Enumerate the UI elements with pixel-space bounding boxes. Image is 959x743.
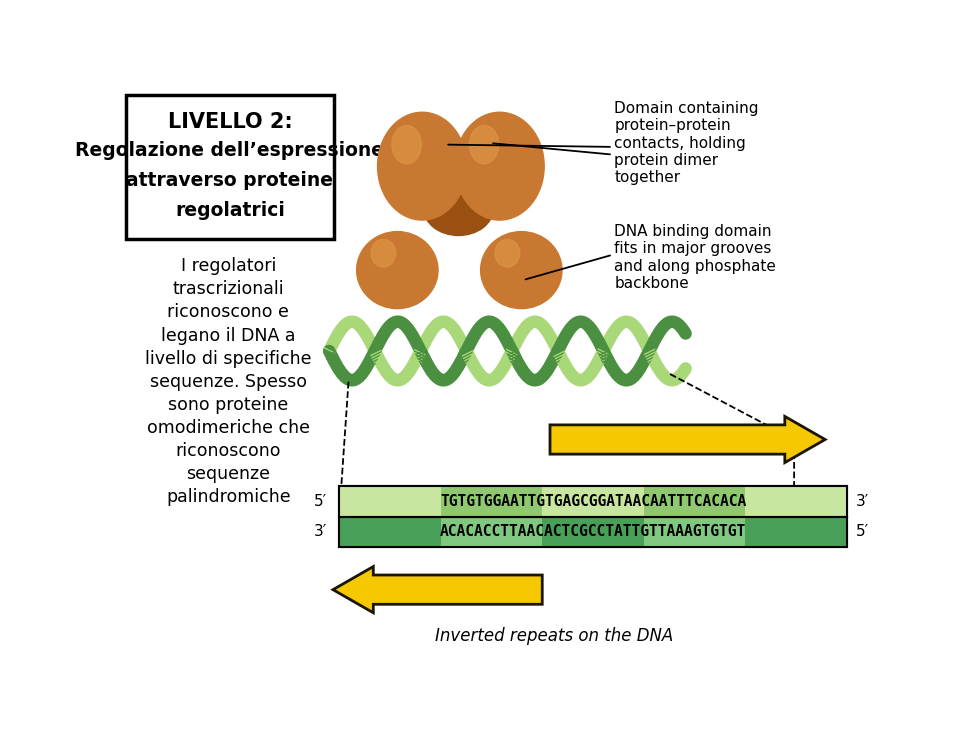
Bar (339, 486, 847, 516)
Text: omodimeriche che: omodimeriche che (147, 419, 310, 437)
Text: 5′: 5′ (314, 493, 327, 509)
Ellipse shape (456, 112, 544, 220)
Ellipse shape (495, 239, 520, 267)
Text: DNA binding domain
fits in major grooves
and along phosphate
backbone: DNA binding domain fits in major grooves… (615, 224, 776, 291)
Text: trascrizionali: trascrizionali (173, 280, 284, 299)
Text: Inverted repeats on the DNA: Inverted repeats on the DNA (434, 627, 673, 645)
Bar (643, 486, 745, 516)
Text: LIVELLO 2:: LIVELLO 2: (168, 111, 292, 132)
Bar (339, 486, 441, 516)
Ellipse shape (392, 126, 421, 164)
Text: riconoscono: riconoscono (175, 442, 281, 460)
Text: 3′: 3′ (856, 493, 870, 509)
Bar (339, 486, 847, 516)
Text: attraverso proteine: attraverso proteine (127, 171, 334, 189)
Ellipse shape (371, 239, 396, 267)
Text: Regolazione dell’espressione: Regolazione dell’espressione (76, 141, 385, 160)
Ellipse shape (424, 181, 494, 236)
Ellipse shape (469, 126, 499, 164)
Text: ACACACCTTAACACTCGCCTATTGTTAAAGTGTGT: ACACACCTTAACACTCGCCTATTGTTAAAGTGTGT (440, 525, 746, 539)
Text: riconoscono e: riconoscono e (168, 303, 290, 322)
FancyArrow shape (550, 416, 825, 463)
Ellipse shape (357, 232, 438, 308)
Bar (643, 516, 745, 548)
Bar (745, 486, 847, 516)
Text: 3′: 3′ (314, 525, 327, 539)
Text: 5′: 5′ (856, 525, 869, 539)
Text: regolatrici: regolatrici (175, 201, 285, 221)
Bar (339, 516, 441, 548)
Bar (441, 486, 542, 516)
Text: palindromiche: palindromiche (166, 488, 291, 506)
Bar (542, 486, 643, 516)
Text: legano il DNA a: legano il DNA a (161, 327, 295, 345)
Text: sequenze: sequenze (186, 465, 270, 483)
Bar (745, 516, 847, 548)
Text: Domain containing
protein–protein
contacts, holding
protein dimer
together: Domain containing protein–protein contac… (615, 101, 759, 185)
Bar (339, 516, 847, 548)
Bar (339, 516, 847, 548)
Bar (542, 516, 643, 548)
Ellipse shape (378, 112, 467, 220)
Text: sono proteine: sono proteine (168, 396, 289, 414)
Text: livello di specifiche: livello di specifiche (145, 350, 312, 368)
Text: I regolatori: I regolatori (180, 257, 276, 275)
Bar (441, 516, 542, 548)
Ellipse shape (480, 232, 562, 308)
Text: TGTGTGGAATTGTGAGCGGATAACAATTTCACACA: TGTGTGGAATTGTGAGCGGATAACAATTTCACACA (440, 493, 746, 509)
Text: sequenze. Spesso: sequenze. Spesso (150, 373, 307, 391)
FancyArrow shape (333, 567, 542, 613)
Bar (126, 95, 334, 239)
